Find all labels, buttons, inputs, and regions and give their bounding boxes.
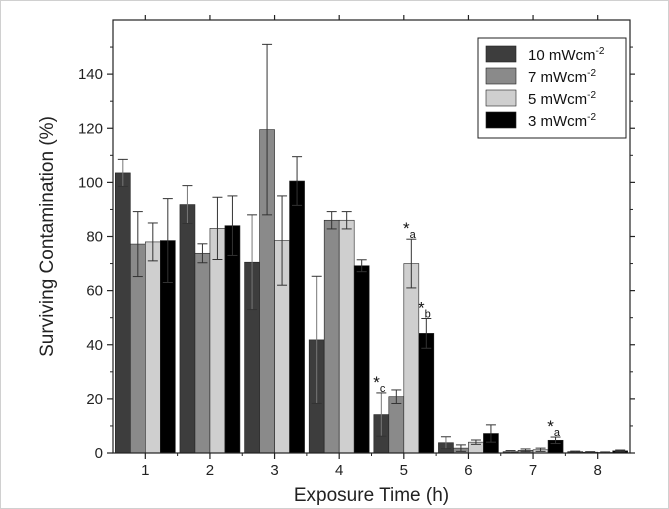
bar xyxy=(418,333,435,454)
bar xyxy=(289,180,305,454)
axes: 0 20 40 60 80 100 120 140 1 2 3 4 5 6 7 8 xyxy=(78,15,635,479)
significance-annotation: *a xyxy=(403,219,417,241)
y-tick-label: 140 xyxy=(78,66,103,83)
y-tick-label: 60 xyxy=(86,283,103,300)
x-axis-title: Exposure Time (h) xyxy=(294,485,449,506)
bar xyxy=(224,225,241,454)
bar xyxy=(403,263,420,454)
x-tick-label: 3 xyxy=(270,462,278,479)
bar xyxy=(209,228,226,454)
significance-annotation: *a xyxy=(547,417,561,439)
bar xyxy=(388,396,405,454)
bar xyxy=(194,252,211,454)
x-tick-label: 5 xyxy=(400,462,408,479)
y-tick-label: 120 xyxy=(78,120,103,137)
legend-label: 3 mWcm-2 xyxy=(528,112,597,130)
legend-swatch xyxy=(485,89,517,107)
legend-swatch xyxy=(485,67,517,85)
y-tick-label: 0 xyxy=(95,445,103,462)
legend-label: 7 mWcm-2 xyxy=(528,68,597,86)
x-tick-label: 2 xyxy=(206,462,214,479)
bar xyxy=(179,204,196,454)
x-tick-label: 4 xyxy=(335,462,343,479)
x-tick-label: 7 xyxy=(529,462,537,479)
y-tick-label: 20 xyxy=(86,391,103,408)
legend-swatch xyxy=(485,111,517,129)
y-tick-label: 100 xyxy=(78,174,103,191)
y-axis-title: Surviving Contamination (%) xyxy=(37,116,58,357)
bar xyxy=(145,241,161,454)
x-tick-label: 6 xyxy=(464,462,472,479)
y-tick-label: 80 xyxy=(86,229,103,246)
bar xyxy=(323,219,340,454)
significance-annotation: *c xyxy=(373,373,386,395)
bar xyxy=(338,219,355,454)
y-tick-label: 40 xyxy=(86,337,103,354)
legend: 10 mWcm-2 7 mWcm-2 5 mWcm-2 3 mWcm-2 xyxy=(477,37,627,139)
bar xyxy=(353,265,370,454)
legend-label: 5 mWcm-2 xyxy=(528,90,597,108)
legend-swatch xyxy=(485,45,517,63)
significance-annotation: *b xyxy=(418,298,431,320)
legend-label: 10 mWcm-2 xyxy=(528,46,605,64)
bar xyxy=(115,172,131,454)
x-tick-label: 8 xyxy=(594,462,602,479)
bars: *c *a *b *a xyxy=(115,43,628,454)
x-tick-label: 1 xyxy=(141,462,149,479)
